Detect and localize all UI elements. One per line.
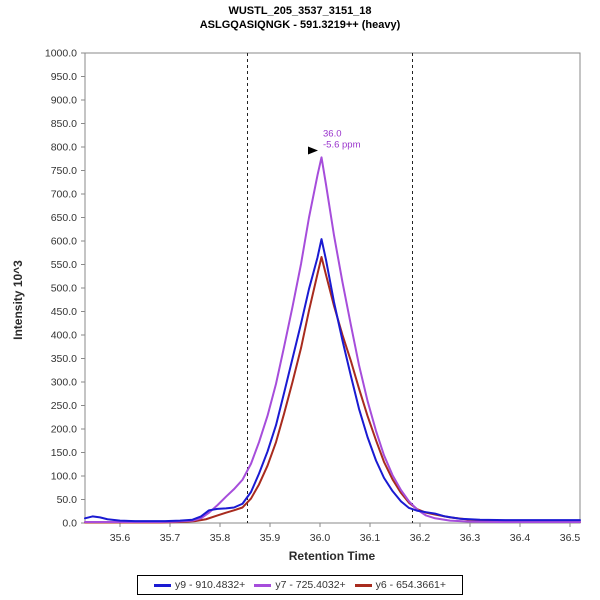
x-tick-label: 36.2 (410, 532, 431, 544)
series-lines (84, 156, 581, 524)
y-tick-label: 500.0 (51, 283, 77, 295)
annotation-mass-error: -5.6 ppm (323, 139, 361, 150)
y-tick-label: 750.0 (51, 165, 77, 177)
x-tick-label: 36.4 (510, 532, 531, 544)
x-tick-label: 36.1 (360, 532, 381, 544)
y-tick-label: 400.0 (51, 330, 77, 342)
integration-boundary-lines (247, 53, 413, 523)
y-tick-label: 350.0 (51, 353, 77, 365)
y-tick-label: 950.0 (51, 71, 77, 83)
legend-item-y9[interactable]: y9 - 910.4832+ (153, 579, 246, 591)
y-tick-label: 550.0 (51, 259, 77, 271)
chart-title: WUSTL_205_3537_3151_18 ASLGQASIQNGK - 59… (0, 4, 600, 32)
line-swatch-icon (254, 583, 272, 587)
y-tick-label: 450.0 (51, 306, 77, 318)
y-tick-label: 250.0 (51, 400, 77, 412)
y-tick-label: 300.0 (51, 377, 77, 389)
plot-frame (84, 52, 581, 524)
x-axis-title: Retention Time (289, 549, 376, 563)
chart-title-line1: WUSTL_205_3537_3151_18 (228, 5, 372, 17)
x-tick-label: 36.5 (560, 532, 581, 544)
y-tick-label: 150.0 (51, 447, 77, 459)
annotation-retention-time: 36.0 (323, 128, 342, 139)
legend-item-y7[interactable]: y7 - 725.4032+ (254, 579, 346, 591)
y-tick-label: 1000.0 (45, 48, 77, 60)
y-tick-label: 0.0 (62, 518, 77, 530)
x-tick-label: 35.6 (110, 532, 131, 544)
legend-label-y9: y9 - 910.4832+ (174, 579, 246, 591)
x-axis-ticks: 35.6 35.7 35.8 35.9 36.0 36.1 36.2 36.3 36.4 36.5 (110, 523, 581, 544)
x-tick-label: 35.8 (210, 532, 231, 544)
y-tick-label: 200.0 (51, 424, 77, 436)
y-tick-label: 800.0 (51, 142, 77, 154)
triangle-right-icon (308, 146, 318, 155)
line-swatch-icon (354, 583, 372, 587)
chart-legend: y9 - 910.4832+ y7 - 725.4032+ y6 - 654.3… (137, 575, 463, 595)
series-line (84, 156, 581, 524)
chart-title-line2: ASLGQASIQNGK - 591.3219++ (heavy) (199, 19, 401, 31)
y-axis-title: Intensity 10^3 (11, 260, 25, 340)
y-tick-label: 650.0 (51, 212, 77, 224)
x-tick-label: 36.0 (310, 532, 331, 544)
legend-label-y6: y6 - 654.3661+ (375, 579, 447, 591)
plot-area: 0.0 50.0 100.0 150.0 200.0 250.0 300.0 350.0 400… (11, 48, 581, 563)
peak-annotation: 36.0-5.6 ppm (308, 128, 361, 155)
y-tick-label: 50.0 (57, 494, 78, 506)
line-swatch-icon (153, 583, 171, 587)
x-tick-label: 36.3 (460, 532, 481, 544)
y-tick-label: 700.0 (51, 189, 77, 201)
y-axis-ticks: 0.0 50.0 100.0 150.0 200.0 250.0 300.0 350.0 400… (45, 48, 85, 530)
y-tick-label: 900.0 (51, 95, 77, 107)
y-tick-label: 100.0 (51, 471, 77, 483)
series-line (84, 238, 581, 523)
legend-label-y7: y7 - 725.4032+ (275, 579, 346, 591)
y-tick-label: 600.0 (51, 236, 77, 248)
legend-item-y6[interactable]: y6 - 654.3661+ (354, 579, 447, 591)
x-tick-label: 35.7 (160, 532, 181, 544)
y-tick-label: 850.0 (51, 118, 77, 130)
x-tick-label: 35.9 (260, 532, 281, 544)
